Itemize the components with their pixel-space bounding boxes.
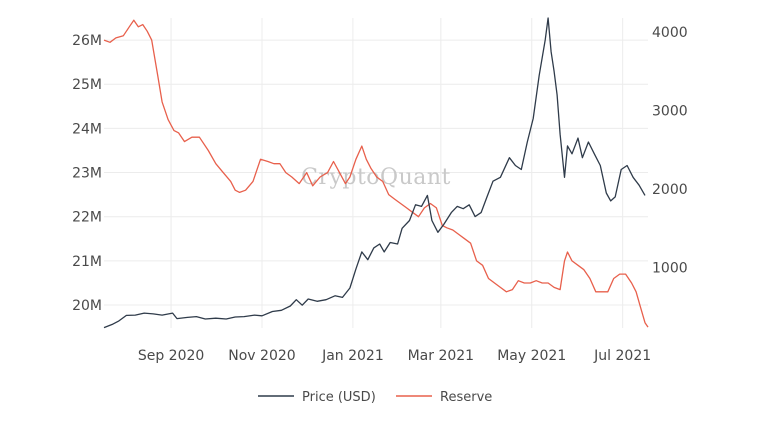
y-right-tick-label: 3000 (652, 104, 688, 120)
x-tick-label: Mar 2021 (408, 348, 475, 364)
legend-label-price: Price (USD) (302, 390, 376, 405)
watermark: CryptoQuant (301, 165, 451, 190)
y-right-tick-label: 2000 (652, 182, 688, 198)
y-left-tick-label: 22M (72, 210, 102, 226)
series-line-reserve (103, 19, 649, 328)
y-left-tick-label: 25M (72, 77, 102, 93)
x-tick-label: Jan 2021 (321, 348, 384, 364)
legend-item-price[interactable]: Price (USD) (258, 390, 376, 405)
x-tick-label: May 2021 (497, 348, 566, 364)
legend-item-reserve[interactable]: Reserve (396, 390, 492, 405)
grid (104, 18, 648, 328)
series-line-price (103, 17, 646, 329)
y-left-tick-label: 24M (72, 121, 102, 137)
y-left-tick-label: 23M (72, 166, 102, 182)
right-axis: 1000 2000 3000 4000 (652, 25, 688, 276)
y-left-tick-label: 21M (72, 254, 102, 270)
y-right-tick-label: 1000 (652, 261, 688, 277)
legend[interactable]: Price (USD) Reserve (258, 390, 492, 405)
left-axis: 20M 21M 22M 23M 24M 25M 26M (72, 33, 102, 314)
y-left-tick-label: 26M (72, 33, 102, 49)
y-right-tick-label: 4000 (652, 25, 688, 41)
x-tick-label: Jul 2021 (593, 348, 651, 364)
x-axis: Sep 2020 Nov 2020 Jan 2021 Mar 2021 May 2021… (138, 348, 651, 364)
series-layer (103, 17, 649, 329)
x-tick-label: Sep 2020 (138, 348, 204, 364)
legend-label-reserve: Reserve (440, 390, 492, 405)
y-left-tick-label: 20M (72, 298, 102, 314)
x-tick-label: Nov 2020 (228, 348, 295, 364)
